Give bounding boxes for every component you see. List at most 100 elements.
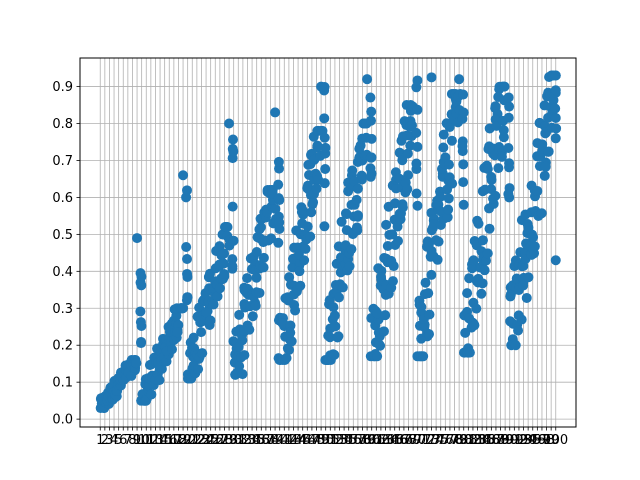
x-tick-label: 35: [248, 433, 265, 448]
data-point: [443, 204, 454, 215]
data-point: [319, 113, 330, 124]
x-tick-label: 56: [345, 433, 362, 448]
x-tick-label: 3: [105, 433, 113, 448]
data-point: [273, 237, 284, 248]
data-point: [227, 201, 238, 212]
data-point: [528, 232, 539, 243]
data-point: [550, 85, 561, 96]
data-point: [420, 277, 431, 288]
data-point: [411, 158, 422, 169]
x-tick-label: 28: [216, 433, 233, 448]
data-point: [274, 217, 285, 228]
data-point: [330, 321, 341, 332]
y-tick-label: 0.7: [52, 154, 73, 169]
x-tick-label: 52: [327, 433, 344, 448]
x-tick-label: 72: [419, 433, 436, 448]
data-point: [387, 276, 398, 287]
data-point: [521, 292, 532, 303]
y-tick-label: 0.3: [52, 302, 73, 317]
data-point: [374, 339, 385, 350]
data-point: [412, 141, 423, 152]
data-point: [298, 205, 309, 216]
data-point: [382, 241, 393, 252]
data-point: [242, 273, 253, 284]
x-tick-label: 13: [147, 433, 164, 448]
data-point: [228, 134, 239, 145]
data-point: [346, 244, 357, 255]
x-tick-label: 20: [179, 433, 196, 448]
data-point: [477, 278, 488, 289]
data-point: [402, 184, 413, 195]
data-point: [181, 242, 192, 253]
data-point: [458, 89, 469, 100]
x-tick-label: 38: [262, 433, 279, 448]
data-point: [503, 188, 514, 199]
x-tick-label: 48: [308, 433, 325, 448]
data-point: [397, 155, 408, 166]
x-tick-label: 99: [543, 433, 560, 448]
x-tick-label: 89: [497, 433, 514, 448]
data-point: [372, 308, 383, 319]
x-tick-label: 95: [524, 433, 541, 448]
data-point: [333, 331, 344, 342]
x-tick-label: 96: [529, 433, 546, 448]
x-tick-label: 36: [253, 433, 270, 448]
x-tick-label: 62: [373, 433, 390, 448]
data-point: [329, 310, 340, 321]
x-tick-label: 84: [474, 433, 491, 448]
data-point: [302, 221, 313, 232]
axis-ticks: 1234567891011121314151617181920212223242…: [52, 80, 568, 448]
data-point: [365, 152, 376, 163]
data-point: [471, 303, 482, 314]
data-point: [365, 163, 376, 174]
data-point: [181, 185, 192, 196]
data-point: [473, 218, 484, 229]
data-point: [503, 112, 514, 123]
x-tick-label: 16: [161, 433, 178, 448]
data-point: [135, 306, 146, 317]
data-point: [539, 170, 550, 181]
data-point: [234, 309, 245, 320]
data-point: [467, 263, 478, 274]
data-point: [513, 325, 524, 336]
x-tick-label: 30: [225, 433, 242, 448]
data-point: [250, 300, 261, 311]
x-tick-label: 27: [212, 433, 229, 448]
data-point: [529, 241, 540, 252]
x-tick-label: 1: [96, 433, 104, 448]
data-point: [201, 307, 212, 318]
x-tick-label: 94: [520, 433, 537, 448]
data-point: [443, 193, 454, 204]
x-tick-label: 64: [382, 433, 399, 448]
x-tick-label: 76: [437, 433, 454, 448]
data-point: [426, 72, 437, 83]
x-tick-label: 60: [363, 433, 380, 448]
data-point: [482, 164, 493, 175]
data-point: [286, 336, 297, 347]
data-point: [550, 133, 561, 144]
x-tick-label: 73: [423, 433, 440, 448]
data-point: [281, 352, 292, 363]
data-point: [224, 118, 235, 129]
data-point: [166, 344, 177, 355]
data-point: [365, 115, 376, 126]
data-point: [380, 310, 391, 321]
data-point: [479, 265, 490, 276]
x-tick-label: 74: [428, 433, 445, 448]
x-tick-label: 8: [128, 433, 136, 448]
x-tick-label: 86: [483, 433, 500, 448]
data-point: [146, 389, 157, 400]
data-point: [423, 288, 434, 299]
data-point: [365, 92, 376, 103]
x-tick-label: 6: [119, 433, 127, 448]
data-point: [290, 305, 301, 316]
data-point: [237, 369, 248, 380]
x-tick-label: 51: [322, 433, 339, 448]
x-tick-label: 19: [175, 433, 192, 448]
x-tick-label: 90: [501, 433, 518, 448]
x-tick-label: 55: [340, 433, 357, 448]
data-point: [305, 231, 316, 242]
data-point: [503, 143, 514, 154]
data-point: [214, 283, 225, 294]
